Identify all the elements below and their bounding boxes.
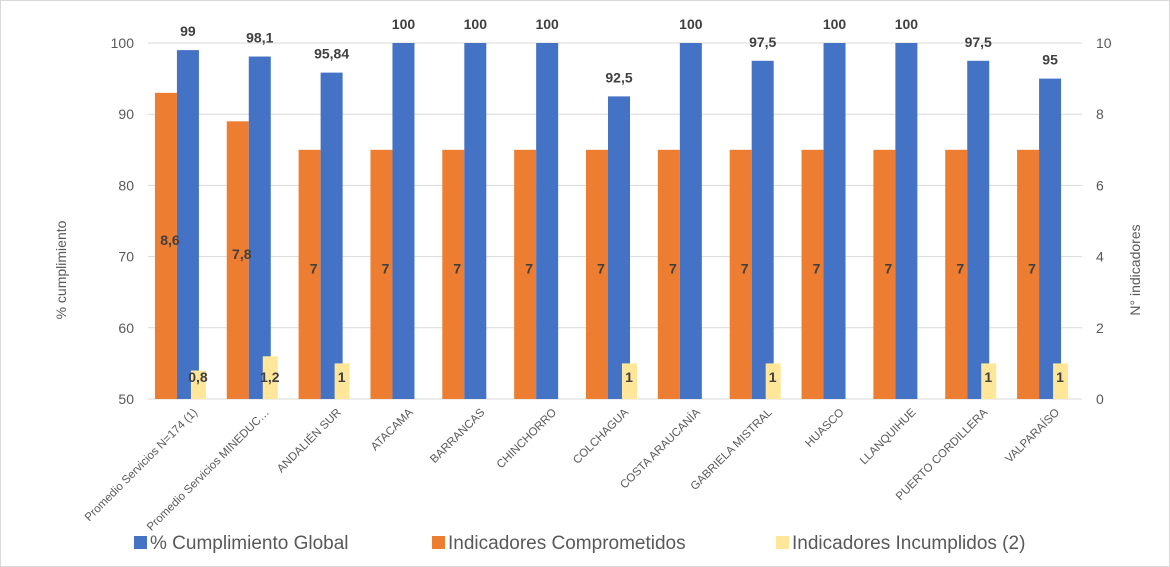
data-label-comprometidos: 8,6 (160, 232, 180, 248)
legend-swatch (134, 536, 147, 549)
data-label-comprometidos: 7 (669, 260, 677, 276)
data-label-cumplimiento: 100 (535, 16, 559, 32)
data-label-incumplidos: 1 (625, 369, 633, 385)
bar-indicadores-incumplidos (622, 363, 637, 399)
y-left-tick-label: 90 (118, 106, 134, 122)
bar-indicadores-comprometidos (370, 149, 393, 399)
legend-label: Indicadores Incumplidos (2) (792, 533, 1025, 554)
data-label-cumplimiento: 97,5 (965, 34, 992, 50)
bar-cumplimiento-global (679, 43, 702, 399)
bar-indicadores-comprometidos (586, 149, 608, 399)
data-label-comprometidos: 7 (741, 260, 749, 276)
y-left-tick-label: 60 (118, 320, 134, 336)
legend: % Cumplimiento Global Indicadores Comprom… (134, 533, 1025, 554)
bar-cumplimiento-global (608, 96, 630, 400)
bar-indicadores-incumplidos (190, 370, 206, 399)
y-right-tick-label: 6 (1096, 177, 1104, 193)
bar-indicadores-incumplidos (981, 363, 997, 399)
data-label-cumplimiento: 100 (679, 16, 703, 32)
y-right-tick-label: 4 (1096, 249, 1104, 265)
legend-swatch (432, 536, 445, 549)
bar-indicadores-incumplidos (262, 356, 278, 399)
data-label-comprometidos: 7 (525, 260, 533, 276)
bar-indicadores-comprometidos (873, 149, 896, 399)
bar-cumplimiento-global (1039, 78, 1062, 399)
data-label-cumplimiento: 100 (392, 16, 416, 32)
bar-indicadores-comprometidos (154, 92, 177, 399)
bar-indicadores-comprometidos (1017, 149, 1040, 399)
bar-indicadores-comprometidos (729, 149, 752, 399)
data-label-cumplimiento: 95 (1042, 52, 1058, 68)
bar-indicadores-incumplidos (765, 363, 781, 399)
y-right-tick-label: 10 (1096, 35, 1112, 51)
data-label-comprometidos: 7 (1028, 260, 1036, 276)
data-label-comprometidos: 7,8 (232, 246, 252, 262)
data-label-cumplimiento: 100 (895, 16, 919, 32)
data-label-comprometidos: 7 (597, 260, 605, 276)
data-label-comprometidos: 7 (813, 260, 821, 276)
data-label-incumplidos: 1,2 (260, 369, 280, 385)
y-left-tick-label: 80 (118, 177, 134, 193)
data-label-incumplidos: 1 (338, 369, 346, 385)
bar-indicadores-comprometidos (945, 149, 968, 399)
bar-indicadores-comprometidos (514, 149, 537, 399)
y-axis-left-title: % cumplimiento (53, 220, 69, 319)
bar-indicadores-comprometidos (298, 149, 321, 399)
bar-cumplimiento-global (392, 43, 415, 399)
data-label-cumplimiento: 99 (180, 23, 196, 39)
data-label-cumplimiento: 97,5 (749, 34, 776, 50)
data-label-comprometidos: 7 (884, 260, 892, 276)
bar-cumplimiento-global (823, 43, 846, 399)
data-label-incumplidos: 1 (769, 369, 777, 385)
bar-indicadores-comprometidos (657, 149, 680, 399)
bar-indicadores-comprometidos (442, 149, 465, 399)
data-label-comprometidos: 7 (453, 260, 461, 276)
data-label-cumplimiento: 92,5 (605, 69, 632, 85)
bar-indicadores-incumplidos (334, 363, 350, 399)
data-label-cumplimiento: 100 (823, 16, 847, 32)
y-axis-right-title: N° indicadores (1127, 224, 1143, 315)
bar-cumplimiento-global (967, 60, 990, 400)
data-label-incumplidos: 1 (1056, 369, 1064, 385)
data-labels: 99 8,6 0,8 98,1 7,8 1,2 95,84 7 1 100 7 100 7 100 7 92,… (160, 16, 1064, 385)
data-label-cumplimiento: 95,84 (314, 46, 349, 62)
data-label-cumplimiento: 98,1 (246, 30, 273, 46)
bar-cumplimiento-global (751, 60, 774, 400)
data-label-comprometidos: 7 (310, 260, 318, 276)
bar-cumplimiento-global (176, 50, 199, 400)
data-label-incumplidos: 0,8 (188, 369, 208, 385)
data-label-comprometidos: 7 (382, 260, 390, 276)
bar-cumplimiento-global (895, 43, 918, 399)
bar-cumplimiento-global (248, 56, 271, 399)
data-label-incumplidos: 1 (984, 369, 992, 385)
bars (154, 43, 1069, 400)
data-label-cumplimiento: 100 (464, 16, 488, 32)
y-left-tick-label: 50 (118, 391, 134, 407)
legend-label: % Cumplimiento Global (150, 533, 349, 554)
y-right-tick-label: 8 (1096, 106, 1104, 122)
bar-cumplimiento-global (464, 43, 487, 399)
bar-cumplimiento-global (536, 43, 559, 399)
bar-indicadores-comprometidos (226, 121, 249, 399)
y-right-tick-label: 2 (1096, 320, 1104, 336)
bar-indicadores-incumplidos (1053, 363, 1069, 399)
bar-indicadores-comprometidos (801, 149, 824, 399)
y-left-tick-label: 70 (118, 249, 134, 265)
bar-cumplimiento-global (320, 72, 343, 399)
data-label-comprometidos: 7 (956, 260, 964, 276)
y-right-tick-label: 0 (1096, 391, 1104, 407)
legend-swatch (776, 536, 789, 549)
y-left-tick-label: 100 (111, 35, 135, 51)
legend-label: Indicadores Comprometidos (448, 533, 686, 554)
